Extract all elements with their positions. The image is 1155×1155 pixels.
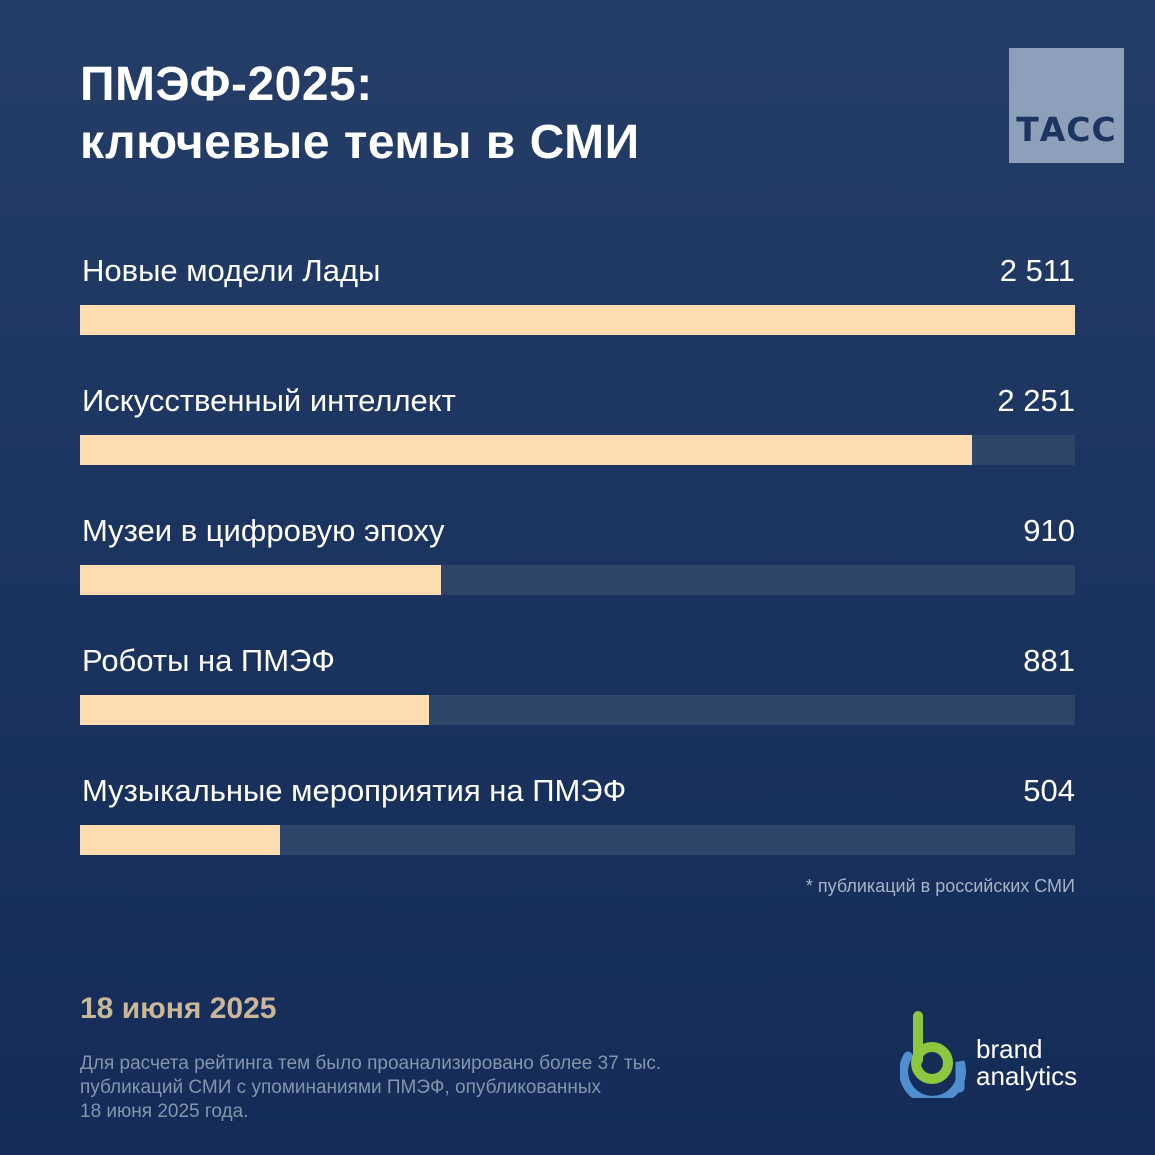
methodology-line-1: Для расчета рейтинга тем было проанализи… [80,1053,662,1074]
brand-logo-green-ring [911,1042,953,1084]
bar-value-label: 910 [1023,513,1075,548]
bar-track [80,435,1075,465]
bar [80,825,280,855]
brand-analytics-logo [900,1011,967,1098]
bar-label: Музеи в цифровую эпоху [82,513,445,548]
bar-value-label: 2 511 [999,253,1075,288]
methodology-line-2: публикаций СМИ с упоминаниями ПМЭФ, опуб… [80,1077,602,1098]
bar-track [80,695,1075,725]
title-line-2: ключевые темы в СМИ [80,116,640,169]
bar-track [80,565,1075,595]
bar-track [80,305,1075,335]
bar-label: Роботы на ПМЭФ [82,643,335,678]
footnote: * публикаций в российских СМИ [805,876,1075,896]
brand-analytics-wordmark: brand analytics [976,1036,1077,1090]
bar [80,435,972,465]
tass-logo-text: ТАСС [1016,110,1117,149]
bar [80,695,430,725]
bar-label: Новые модели Лады [82,253,381,288]
page-title: ПМЭФ-2025: ключевые темы в СМИ [80,56,640,172]
bar [80,305,1075,335]
bar-value-label: 881 [1023,643,1075,678]
tass-logo: ТАСС [1009,48,1124,163]
methodology-note: Для расчета рейтинга тем было проанализи… [80,1052,780,1124]
bar-label: Искусственный интеллект [82,383,456,418]
brand-word-2: analytics [976,1061,1078,1091]
bar [80,565,441,595]
bar-track [80,825,1075,855]
title-line-1: ПМЭФ-2025: [80,58,373,111]
bar-label: Музыкальные мероприятия на ПМЭФ [82,773,627,808]
bar-value-label: 2 251 [997,383,1075,418]
publication-date: 18 июня 2025 [80,992,277,1025]
methodology-line-3: 18 июня 2025 года. [80,1101,249,1122]
brand-logo-blue-arc [900,1051,967,1098]
bar-value-label: 504 [1023,773,1075,808]
brand-word-1: brand [976,1034,1043,1064]
